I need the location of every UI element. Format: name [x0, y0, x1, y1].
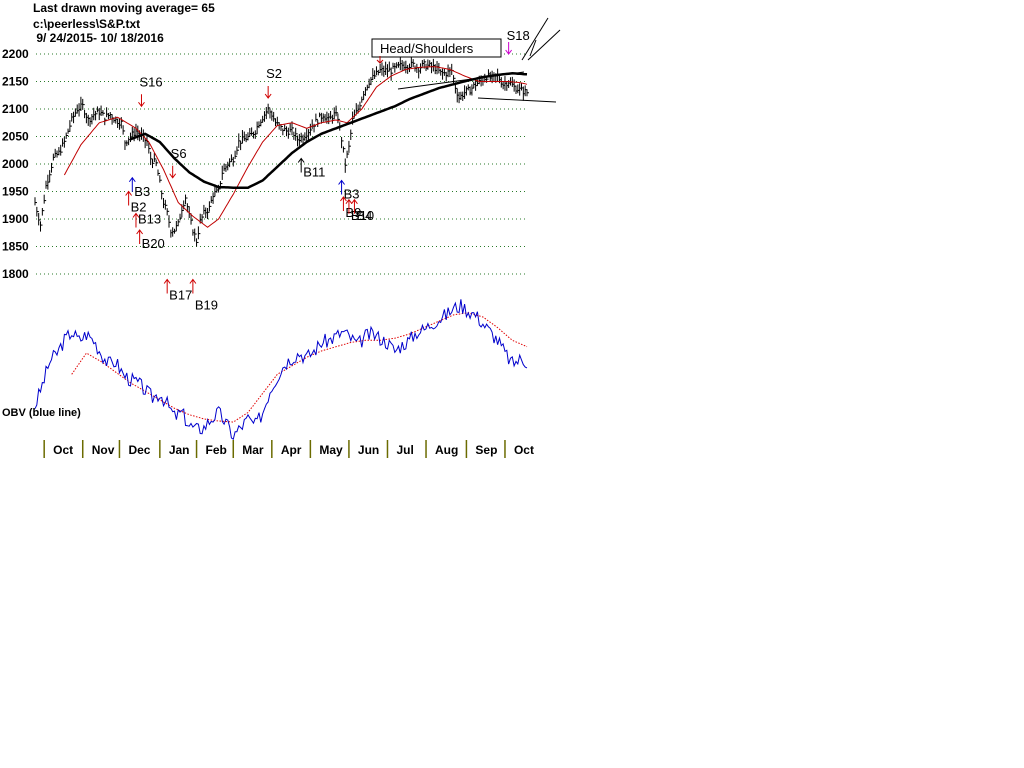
- month-label: Sep: [475, 443, 497, 457]
- signal-label: S18: [507, 28, 530, 43]
- signal-arrow-down: [505, 42, 513, 55]
- signal-arrow-up: [340, 196, 347, 211]
- signal-label: S16: [139, 74, 162, 89]
- price-bars: [34, 56, 529, 247]
- price-tick-label: 1900: [2, 212, 29, 226]
- signal-b2: B2: [125, 190, 147, 215]
- price-tick-label: 1950: [2, 185, 29, 199]
- price-tick-label: 2000: [2, 157, 29, 171]
- 65-day-moving-average-line: [130, 72, 528, 189]
- signal-label: B2: [131, 200, 147, 215]
- signal-arrow-up: [345, 198, 353, 214]
- month-label: Jul: [396, 443, 413, 457]
- month-label: Oct: [514, 443, 534, 457]
- signal-b11: B11: [297, 157, 325, 180]
- month-label: Mar: [242, 443, 264, 457]
- signal-b20: B20: [136, 229, 165, 251]
- month-label: Aug: [435, 443, 458, 457]
- signal-s18: S18: [505, 28, 530, 55]
- signal-arrow-up: [136, 229, 144, 244]
- neckline-upper: [397, 71, 525, 90]
- head-shoulders-label: Head/Shoulders: [380, 41, 474, 56]
- month-label: Jan: [169, 443, 190, 457]
- signal-arrow-up: [128, 176, 136, 192]
- signal-arrow-up: [163, 278, 171, 294]
- price-tick-label: 2050: [2, 130, 29, 144]
- signal-arrow-up: [189, 278, 197, 294]
- head-shoulders-box: [371, 38, 502, 58]
- signal-label: B3: [134, 184, 150, 199]
- signal-arrow-down: [138, 94, 145, 108]
- signal-arrow-up: [125, 190, 133, 206]
- signal-arrow-down: [264, 86, 272, 99]
- signal-label: B10: [351, 208, 374, 223]
- signal-label: B11: [303, 165, 325, 180]
- signal-s2: S2: [264, 66, 282, 99]
- month-axis: Oct Nov Dec Jan Feb Mar Apr May Jun Jul Aug Sep Oct: [43, 440, 534, 458]
- neckline-lower: [477, 97, 557, 103]
- date-range-caption: 9/ 24/2015- 10/ 18/2016: [33, 31, 164, 45]
- price-y-axis: 2200 2150 2100 2050 2000 1950 1900 1850 1800: [2, 47, 29, 281]
- month-label: Dec: [128, 443, 150, 457]
- signal-b17: B17: [163, 278, 192, 303]
- price-tick-label: 1850: [2, 240, 29, 254]
- obv-label: OBV (blue line): [2, 407, 81, 419]
- signal-label: B19: [195, 298, 218, 313]
- signal-label: S2: [266, 66, 282, 81]
- signal-b10: B10: [345, 198, 374, 223]
- signal-b3: B3: [128, 176, 150, 199]
- signal-arrow-down: [169, 165, 177, 179]
- month-label: Jun: [358, 443, 379, 457]
- price-tick-label: 2150: [2, 75, 29, 89]
- signal-s6: S6: [169, 146, 187, 179]
- price-tick-label: 1800: [2, 267, 29, 281]
- signal-label: B17: [169, 288, 192, 303]
- price-tick-label: 2100: [2, 102, 29, 116]
- projection-line-3: [529, 39, 537, 57]
- signal-b19: B19: [189, 278, 218, 313]
- signal-arrow-up: [351, 198, 358, 214]
- month-label: Feb: [206, 443, 227, 457]
- signal-arrow-up: [132, 212, 140, 228]
- signal-label: S6: [171, 146, 187, 161]
- signal-b4: B4: [351, 198, 372, 223]
- moving-average-caption: Last drawn moving average= 65: [33, 1, 215, 15]
- signal-label: B3: [344, 187, 360, 202]
- head-shoulders-trendlines: [397, 17, 561, 103]
- month-label: Oct: [53, 443, 73, 457]
- head-shoulders-down-arrow: [376, 56, 384, 64]
- price-tick-label: 2200: [2, 47, 29, 61]
- signal-arrow-up: [297, 157, 305, 173]
- obv-moving-average-line: [71, 312, 528, 423]
- signal-b13: B13: [132, 212, 161, 228]
- signal-b3: B3: [338, 179, 360, 202]
- projection-line-1: [521, 17, 549, 61]
- signal-label: B13: [138, 212, 161, 227]
- month-label: Nov: [92, 443, 115, 457]
- signal-label: B20: [142, 236, 165, 251]
- obv-line: [34, 299, 528, 440]
- month-label: May: [319, 443, 343, 457]
- signal-arrow-up: [338, 179, 345, 195]
- head-shoulders-label-box: Head/Shoulders: [371, 38, 502, 64]
- file-path-caption: c:\peerless\S&P.txt: [33, 17, 141, 31]
- projection-line-2: [527, 29, 561, 61]
- month-label: Apr: [281, 443, 302, 457]
- signal-label: B4: [356, 208, 372, 223]
- signal-s16: S16: [138, 74, 163, 108]
